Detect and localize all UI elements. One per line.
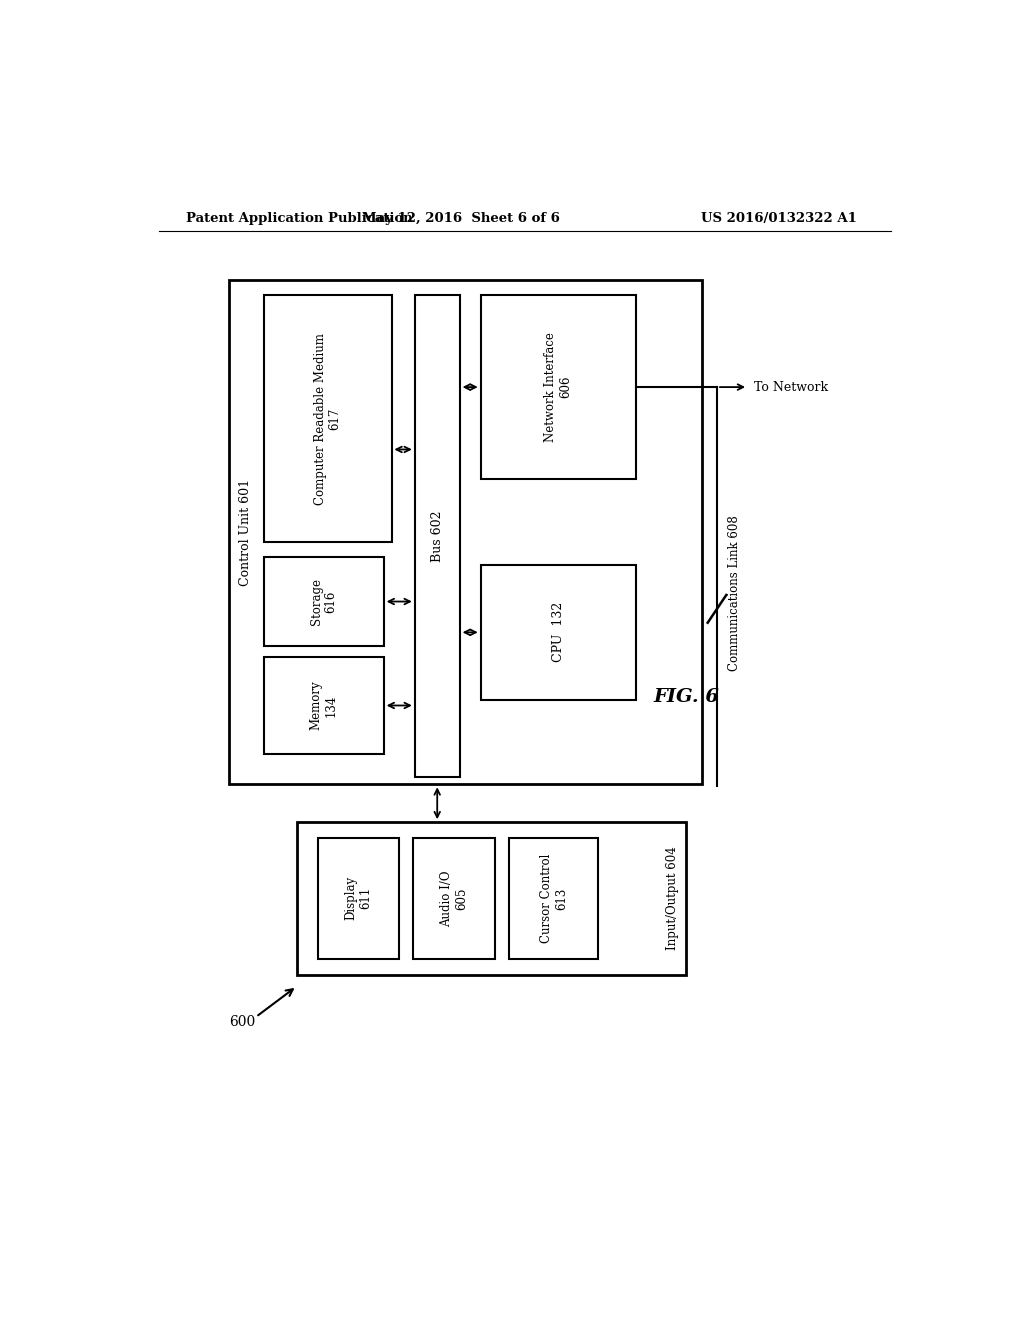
Text: May 12, 2016  Sheet 6 of 6: May 12, 2016 Sheet 6 of 6 xyxy=(362,213,560,224)
Text: Communications Link 608: Communications Link 608 xyxy=(728,516,740,672)
Bar xyxy=(415,296,460,776)
Bar xyxy=(317,837,399,960)
Bar xyxy=(480,565,636,700)
Text: Bus 602: Bus 602 xyxy=(431,511,443,562)
Text: Display
611: Display 611 xyxy=(344,876,373,920)
Text: Storage
616: Storage 616 xyxy=(309,578,338,626)
Bar xyxy=(414,837,495,960)
Text: Audio I/O
605: Audio I/O 605 xyxy=(440,870,468,927)
Text: Memory
134: Memory 134 xyxy=(309,681,338,730)
Text: Patent Application Publication: Patent Application Publication xyxy=(186,213,413,224)
Text: CPU  132: CPU 132 xyxy=(552,602,564,663)
Bar xyxy=(480,296,636,479)
Text: US 2016/0132322 A1: US 2016/0132322 A1 xyxy=(700,213,856,224)
Bar xyxy=(228,280,701,784)
Text: Computer Readable Medium
617: Computer Readable Medium 617 xyxy=(313,333,342,504)
Text: FIG. 6: FIG. 6 xyxy=(653,689,719,706)
Text: Input/Output 604: Input/Output 604 xyxy=(666,846,679,950)
Text: Control Unit 601: Control Unit 601 xyxy=(240,479,252,586)
Bar xyxy=(509,837,598,960)
Text: Network Interface
606: Network Interface 606 xyxy=(544,333,572,442)
Bar xyxy=(297,822,686,974)
Text: To Network: To Network xyxy=(755,380,828,393)
Bar xyxy=(263,296,391,541)
Bar xyxy=(263,657,384,754)
Bar xyxy=(263,557,384,645)
Text: 600: 600 xyxy=(229,1015,256,1030)
Text: Cursor Control
613: Cursor Control 613 xyxy=(540,854,568,942)
